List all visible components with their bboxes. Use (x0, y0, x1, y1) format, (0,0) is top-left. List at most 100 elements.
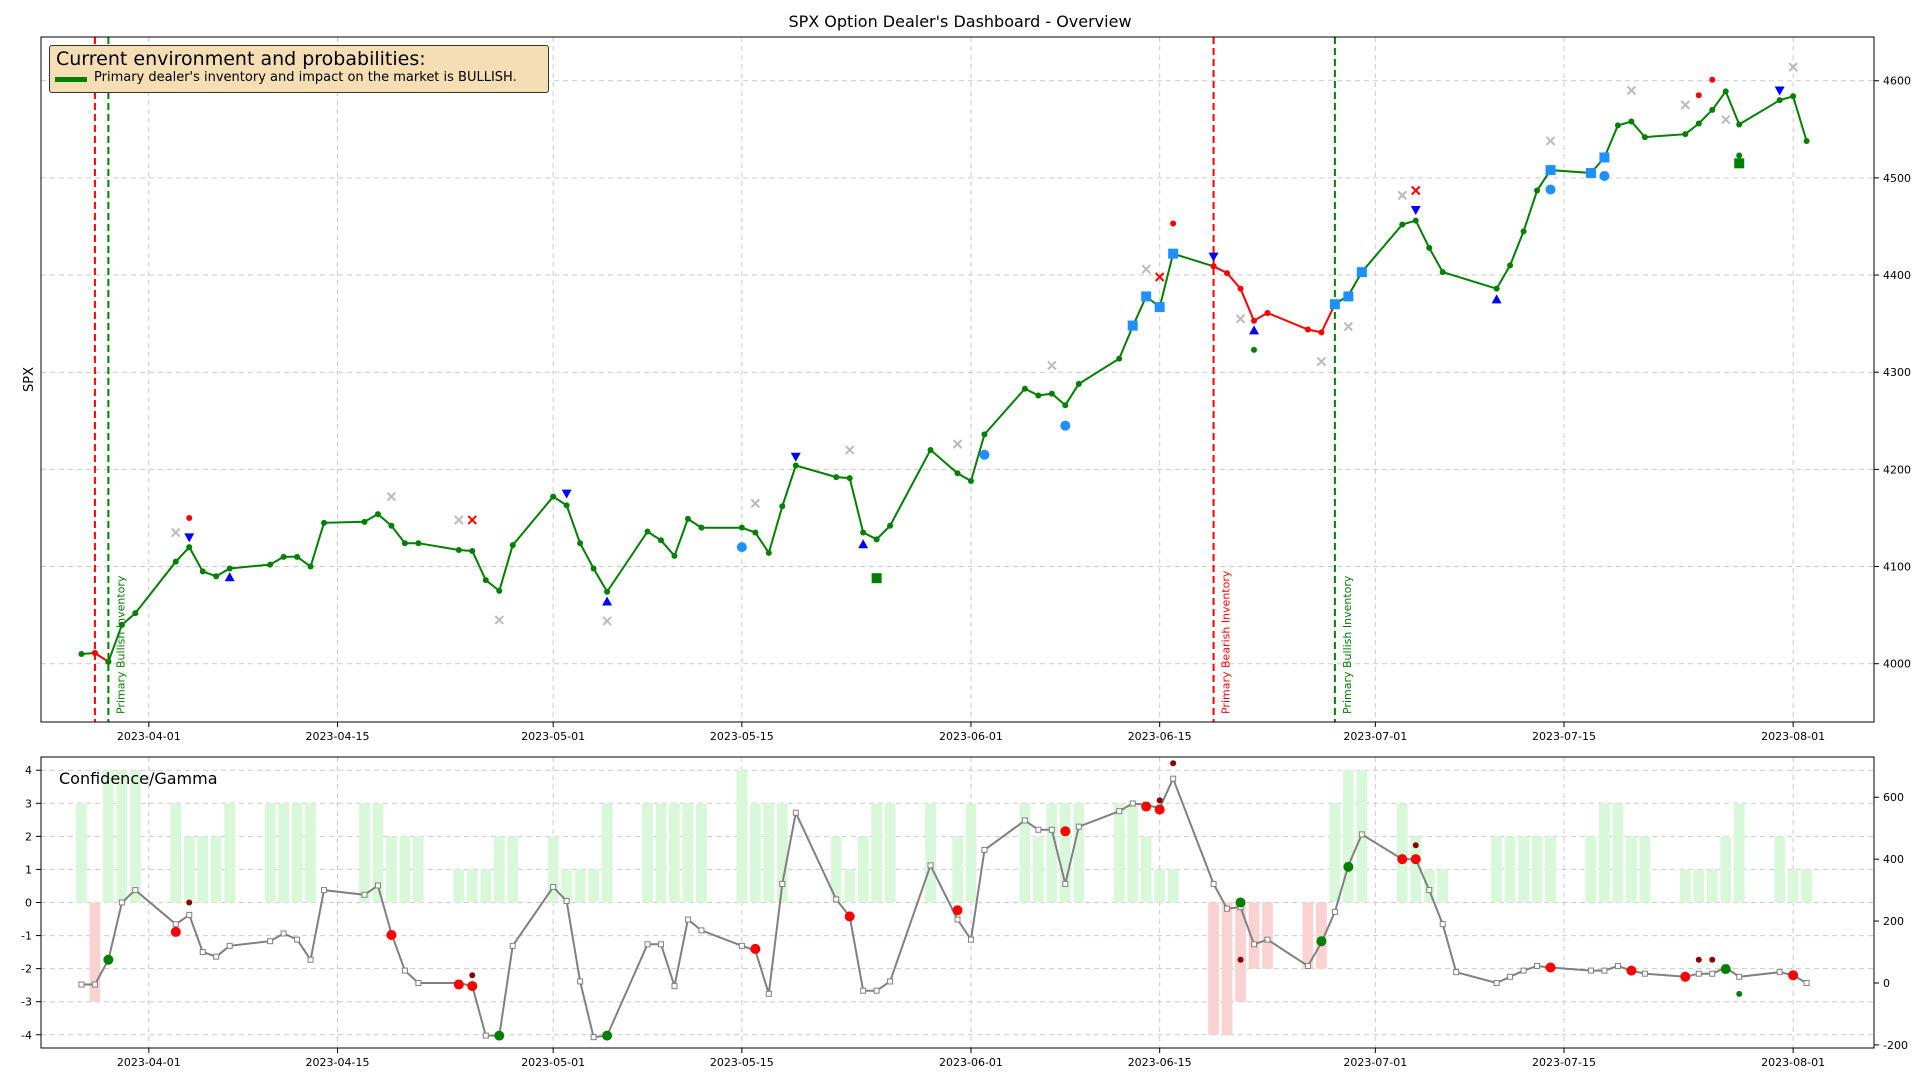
gamma-point (267, 938, 274, 945)
legend-heading: Current environment and probabilities: (56, 48, 426, 70)
price-point (1439, 269, 1446, 276)
x-marker (1316, 356, 1327, 367)
price-point (199, 568, 206, 575)
gamma-point (1601, 967, 1608, 974)
confidence-bar (952, 836, 963, 903)
price-point (967, 478, 974, 485)
confidence-bar (1073, 803, 1085, 903)
gamma-point (644, 941, 651, 948)
gamma-point (199, 949, 206, 956)
gamma-point (792, 809, 799, 816)
price-point (833, 474, 840, 481)
confidence-bar (224, 803, 236, 903)
gamma-point (1331, 908, 1338, 915)
triangle-down-marker (1774, 86, 1785, 96)
price-point (1062, 402, 1069, 409)
confidence-bar (547, 836, 559, 903)
conf-left-tick-label: -3 (21, 996, 32, 1009)
gamma-point (415, 979, 422, 986)
gamma-right-tick-label: 600 (1883, 791, 1904, 804)
confidence-bar (480, 869, 492, 903)
confidence-bar (412, 836, 424, 903)
confidence-bar (453, 869, 465, 903)
confidence-bar (507, 836, 519, 903)
conf-x-tick-label: 2023-06-15 (1128, 1056, 1192, 1069)
price-point (307, 563, 314, 570)
confidence-bar (561, 869, 573, 903)
triangle-down-marker (561, 489, 572, 499)
price-point (401, 540, 408, 547)
conf-left-tick-label: 0 (25, 897, 32, 910)
gamma-signal-marker (1397, 854, 1408, 865)
triangle-up-marker (858, 539, 869, 549)
x-marker (952, 439, 963, 449)
price-point (213, 573, 220, 580)
dot-marker (1251, 346, 1258, 353)
square-marker (1141, 291, 1152, 302)
main-x-tick-label: 2023-07-15 (1532, 730, 1596, 743)
conf-x-tick-label: 2023-08-01 (1761, 1056, 1825, 1069)
x-marker (171, 527, 181, 538)
confidence-bar (776, 803, 788, 903)
confidence-bar (1248, 902, 1260, 969)
gamma-signal-marker (1237, 956, 1244, 963)
conf-x-tick-label: 2023-04-01 (117, 1056, 181, 1069)
x-marker (1154, 272, 1165, 282)
price-point (186, 544, 193, 551)
price-point (1304, 326, 1311, 333)
gamma-point (981, 846, 988, 853)
price-point (1803, 137, 1810, 144)
price-point (698, 524, 705, 531)
confidence-bar (844, 869, 856, 903)
main-y-tick-label: 4500 (1883, 172, 1911, 185)
main-y-axis-label: SPX (22, 367, 37, 392)
confidence-bar (1127, 803, 1139, 903)
price-point (927, 446, 934, 453)
gamma-signal-marker (1736, 990, 1743, 997)
regime-vline-label: Primary Bearish Inventory (1220, 570, 1233, 714)
square-marker (871, 573, 882, 584)
triangle-up-marker (1491, 294, 1502, 304)
confidence-bar (1679, 869, 1691, 903)
price-point (118, 621, 125, 628)
price-point (1399, 221, 1406, 228)
confidence-bar (1545, 836, 1556, 903)
gamma-signal-marker (1235, 897, 1246, 908)
confidence-bar (197, 836, 209, 903)
gamma-point (213, 953, 220, 960)
price-point (1210, 263, 1217, 270)
gamma-point (1736, 973, 1743, 980)
gamma-point (1358, 831, 1365, 838)
price-point (779, 503, 786, 510)
price-series-line (107, 252, 1214, 663)
price-point (1116, 355, 1123, 362)
gamma-point (1534, 962, 1541, 969)
confidence-bar (588, 869, 599, 903)
gamma-point (1129, 800, 1136, 807)
price-point (1412, 217, 1419, 224)
gamma-point (550, 884, 557, 891)
legend-line-swatch (55, 77, 87, 82)
price-point (294, 553, 301, 560)
price-point (563, 502, 570, 509)
gamma-point (657, 941, 664, 948)
confidence-gamma-title: Confidence/Gamma (59, 769, 218, 788)
main-plot-background (41, 37, 1874, 722)
gamma-signal-marker (1695, 956, 1702, 963)
circle-marker (979, 449, 990, 460)
confidence-bar (1437, 869, 1449, 903)
price-point (496, 587, 503, 594)
square-marker (1343, 291, 1354, 302)
gamma-point (1641, 970, 1648, 977)
gamma-point (1062, 880, 1069, 887)
confidence-bar (1208, 902, 1219, 1035)
gamma-point (226, 942, 233, 949)
confidence-bar (1599, 803, 1610, 903)
triangle-down-marker (184, 533, 195, 543)
gamma-point (374, 882, 381, 889)
price-point (752, 529, 759, 536)
conf-left-tick-label: -2 (21, 963, 32, 976)
price-point (374, 511, 381, 518)
x-marker (454, 515, 464, 525)
gamma-signal-marker (1316, 936, 1327, 947)
